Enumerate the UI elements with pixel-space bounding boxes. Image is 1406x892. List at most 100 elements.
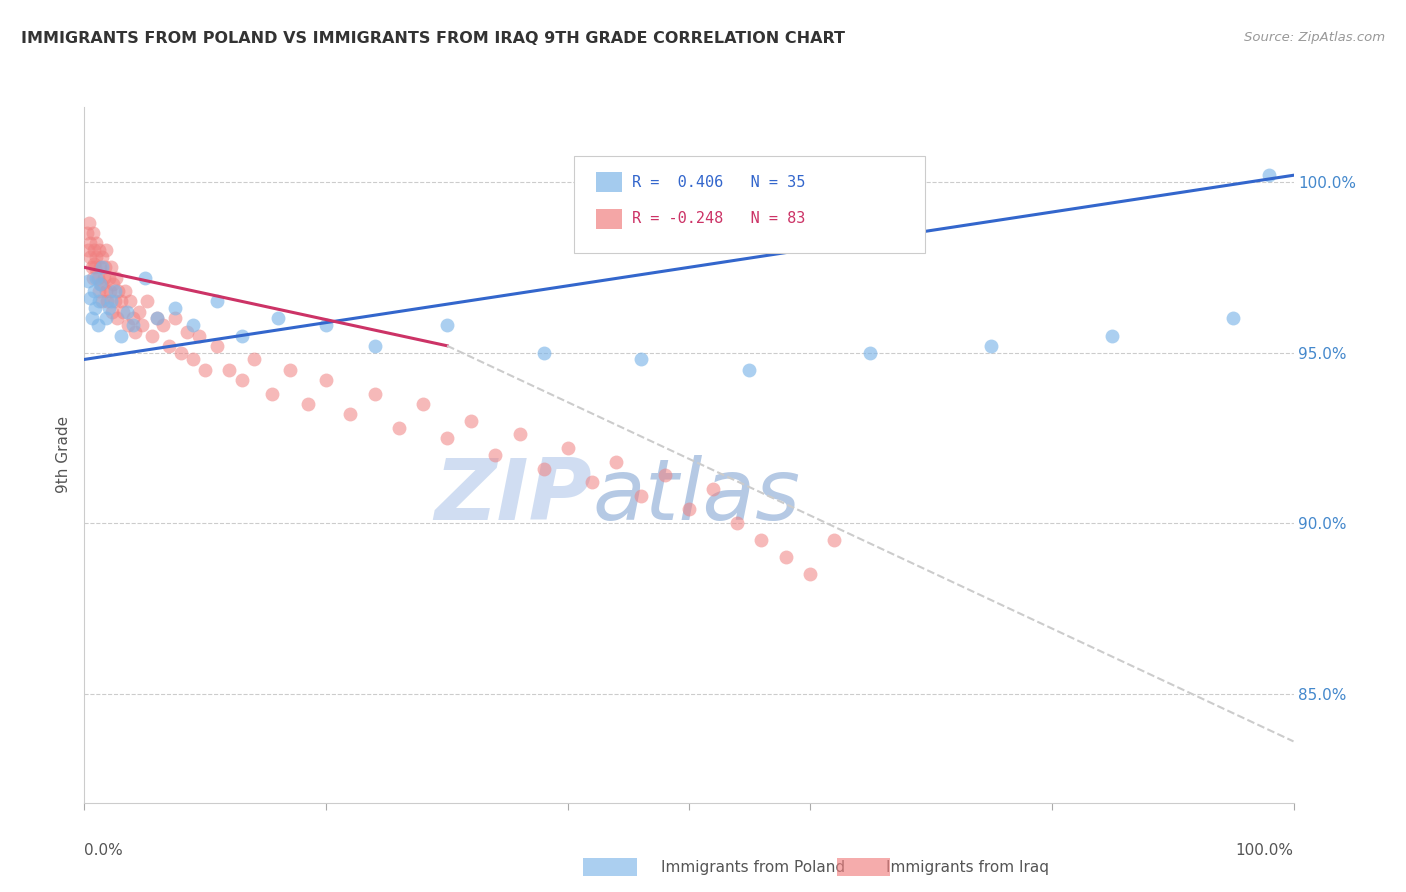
Point <box>823 533 845 548</box>
Point <box>104 284 127 298</box>
Point <box>86 270 108 285</box>
Point <box>94 311 117 326</box>
Point <box>278 362 301 376</box>
Point <box>412 397 434 411</box>
Point <box>114 284 136 298</box>
Point <box>83 257 105 271</box>
Point <box>83 244 105 258</box>
Text: atlas: atlas <box>592 455 800 538</box>
Point <box>484 448 506 462</box>
Point <box>87 294 110 309</box>
Text: Immigrants from Poland: Immigrants from Poland <box>661 860 845 874</box>
Point <box>94 284 117 298</box>
FancyBboxPatch shape <box>574 156 925 253</box>
Bar <box>596 210 623 228</box>
Point <box>86 318 108 333</box>
Point <box>702 482 724 496</box>
Point <box>110 294 132 309</box>
Point <box>775 550 797 565</box>
Point <box>97 301 120 316</box>
Point <box>363 339 385 353</box>
Point <box>165 301 187 316</box>
Point <box>654 468 676 483</box>
Point <box>86 236 108 251</box>
Point <box>170 345 193 359</box>
Point <box>509 427 531 442</box>
Point <box>91 294 114 309</box>
Point <box>83 284 105 298</box>
Point <box>267 311 290 326</box>
Point <box>533 461 555 475</box>
Point <box>181 352 204 367</box>
Point <box>98 284 121 298</box>
Point <box>86 250 108 264</box>
Point <box>188 328 211 343</box>
Point <box>315 373 337 387</box>
Point <box>980 339 1002 353</box>
Point <box>738 362 761 376</box>
Text: ZIP: ZIP <box>434 455 592 538</box>
Point <box>363 386 385 401</box>
Point <box>207 339 229 353</box>
Text: 0.0%: 0.0% <box>84 843 124 858</box>
Point <box>128 304 150 318</box>
Point <box>339 407 361 421</box>
Point <box>152 318 174 333</box>
Point <box>104 294 127 309</box>
Point <box>260 386 283 401</box>
Point <box>799 567 821 582</box>
Point <box>146 311 169 326</box>
Point <box>110 328 132 343</box>
Point <box>176 325 198 339</box>
Point <box>82 226 104 240</box>
Point <box>79 250 101 264</box>
Point <box>557 441 579 455</box>
Point <box>82 270 104 285</box>
Point <box>605 455 627 469</box>
Point <box>436 431 458 445</box>
Y-axis label: 9th Grade: 9th Grade <box>56 417 72 493</box>
Point <box>89 260 111 275</box>
Point <box>207 294 229 309</box>
Point <box>79 236 101 251</box>
Point <box>94 260 117 275</box>
Point <box>77 274 100 288</box>
Point <box>1101 328 1123 343</box>
Point <box>112 304 135 318</box>
Point <box>115 304 138 318</box>
Point <box>194 362 217 376</box>
Text: 100.0%: 100.0% <box>1236 843 1294 858</box>
Point <box>105 311 128 326</box>
Point <box>89 277 111 292</box>
Point <box>86 270 108 285</box>
Point <box>91 260 114 275</box>
Point <box>103 277 125 292</box>
Point <box>90 277 112 292</box>
Point <box>91 250 114 264</box>
Point <box>121 318 143 333</box>
Point <box>77 216 100 230</box>
Point <box>100 260 122 275</box>
Point <box>96 294 118 309</box>
Point <box>460 414 482 428</box>
Point <box>76 226 98 240</box>
Point <box>134 270 156 285</box>
Point <box>165 311 187 326</box>
Point <box>181 318 204 333</box>
Point <box>141 328 163 343</box>
Point <box>121 311 143 326</box>
Point <box>231 328 253 343</box>
Point <box>630 352 652 367</box>
Text: Source: ZipAtlas.com: Source: ZipAtlas.com <box>1244 31 1385 45</box>
Text: IMMIGRANTS FROM POLAND VS IMMIGRANTS FROM IRAQ 9TH GRADE CORRELATION CHART: IMMIGRANTS FROM POLAND VS IMMIGRANTS FRO… <box>21 31 845 46</box>
Point <box>436 318 458 333</box>
Point <box>94 244 117 258</box>
Point <box>87 284 110 298</box>
Text: R = -0.248   N = 83: R = -0.248 N = 83 <box>633 211 806 226</box>
Text: Immigrants from Iraq: Immigrants from Iraq <box>886 860 1049 874</box>
Point <box>87 244 110 258</box>
Point <box>751 533 773 548</box>
Point <box>218 362 240 376</box>
Point <box>630 489 652 503</box>
Point <box>93 270 115 285</box>
